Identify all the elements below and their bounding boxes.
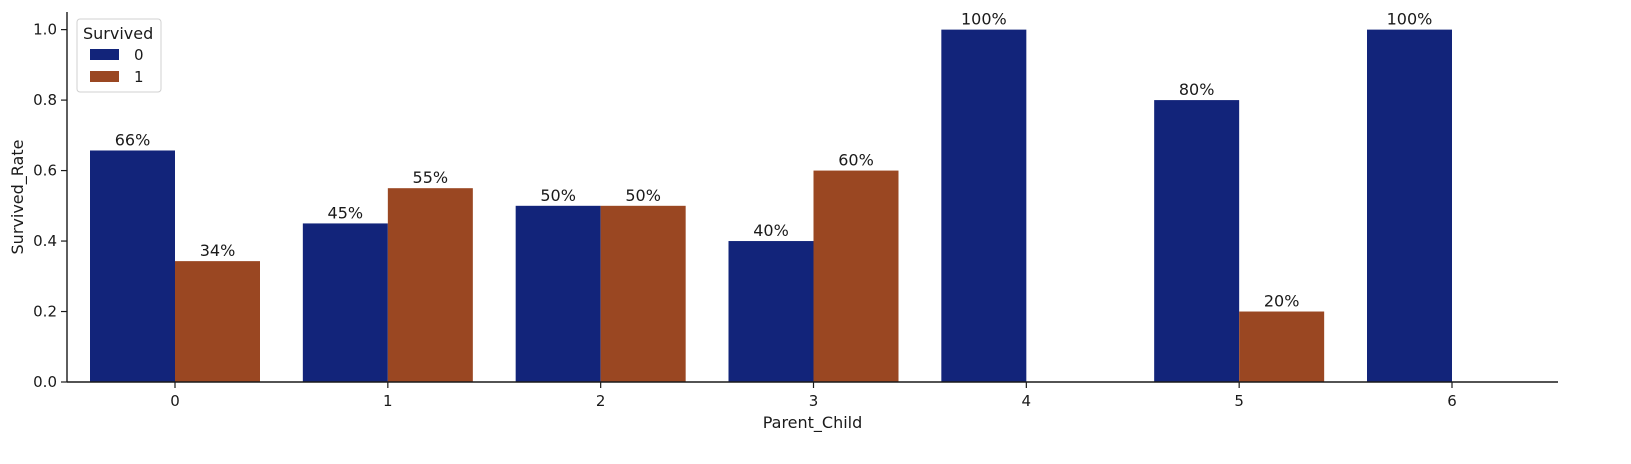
y-tick-label-0.0: 0.0 xyxy=(33,373,57,391)
bar-5-series-1 xyxy=(1239,311,1325,382)
x-tick-label-1: 1 xyxy=(383,392,393,410)
y-tick-label-0.6: 0.6 xyxy=(33,162,57,180)
axes-layer: 0 1 2 3 4 5 60.00.20.40.60.81.0 xyxy=(33,12,1558,410)
x-tick-label-0: 0 xyxy=(170,392,180,410)
y-tick-label-0.2: 0.2 xyxy=(33,303,57,321)
y-axis-label: Survived_Rate xyxy=(8,140,28,255)
bar-label-2-series-0: 50% xyxy=(540,186,576,205)
bar-label-0-series-1: 34% xyxy=(200,241,236,260)
y-tick-label-0.8: 0.8 xyxy=(33,91,57,109)
bar-label-2-series-1: 50% xyxy=(625,186,661,205)
legend-swatch-0 xyxy=(90,49,119,60)
bar-label-3-series-1: 60% xyxy=(838,151,874,170)
bar-5-series-0 xyxy=(1154,100,1240,382)
legend-title: Survived xyxy=(83,24,153,43)
x-tick-label-5: 5 xyxy=(1234,392,1244,410)
bar-label-3-series-0: 40% xyxy=(753,221,789,240)
bar-6-series-0 xyxy=(1367,29,1452,382)
bar-0-series-1 xyxy=(175,261,260,382)
x-tick-label-6: 6 xyxy=(1447,392,1457,410)
bar-label-5-series-1: 20% xyxy=(1264,292,1300,311)
legend-items: 01 xyxy=(90,46,144,86)
bar-label-4-series-0: 100% xyxy=(961,10,1007,29)
bar-1-series-0 xyxy=(302,223,388,382)
bar-label-1-series-0: 45% xyxy=(328,203,364,222)
legend-swatch-1 xyxy=(90,71,119,82)
bar-3-series-1 xyxy=(813,170,899,382)
bar-3-series-0 xyxy=(728,241,814,382)
bar-label-1-series-1: 55% xyxy=(413,168,449,187)
bar-2-series-0 xyxy=(515,205,601,382)
bars-layer: 66% 34% 45% 55% 50% 50% 40% 60% 100% 80% 20% 100% xyxy=(90,10,1452,382)
bar-label-6-series-0: 100% xyxy=(1387,10,1433,29)
bar-label-5-series-0: 80% xyxy=(1179,80,1215,99)
x-tick-label-4: 4 xyxy=(1022,392,1032,410)
y-tick-label-1.0: 1.0 xyxy=(33,21,57,39)
bar-1-series-1 xyxy=(387,188,473,382)
bar-label-0-series-0: 66% xyxy=(115,130,151,149)
legend-label-0: 0 xyxy=(134,46,144,64)
legend: Survived 01 xyxy=(76,18,162,93)
bar-2-series-1 xyxy=(600,205,686,382)
bar-4-series-0 xyxy=(941,29,1027,382)
x-tick-label-2: 2 xyxy=(596,392,606,410)
y-tick-label-0.4: 0.4 xyxy=(33,232,57,250)
x-axis-label: Parent_Child xyxy=(763,413,863,433)
bar-0-series-0 xyxy=(90,150,175,382)
x-tick-label-3: 3 xyxy=(809,392,819,410)
legend-label-1: 1 xyxy=(134,68,144,86)
